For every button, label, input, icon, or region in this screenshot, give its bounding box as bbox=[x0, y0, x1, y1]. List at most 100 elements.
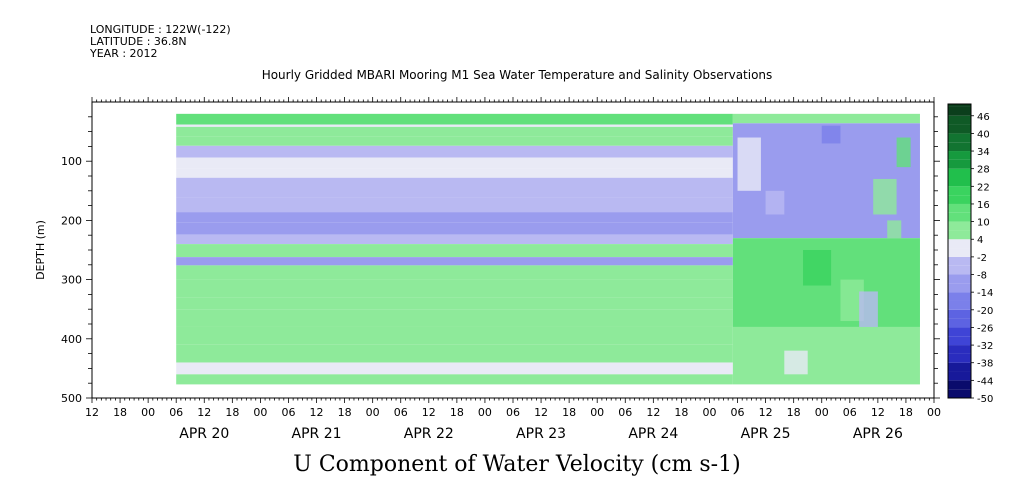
colorbar-cell bbox=[948, 318, 971, 328]
data-band-10 bbox=[176, 222, 733, 235]
colorbar-label: 40 bbox=[977, 129, 990, 140]
colorbar-cell bbox=[948, 104, 971, 107]
colorbar-cell bbox=[948, 151, 971, 160]
colorbar-label: 34 bbox=[977, 147, 990, 158]
colorbar-cell bbox=[948, 142, 971, 152]
late-patch-4 bbox=[859, 291, 878, 327]
data-band-7 bbox=[176, 177, 733, 198]
data-band-19 bbox=[176, 344, 733, 363]
x-date-label: APR 23 bbox=[516, 426, 566, 442]
late-patch-8 bbox=[887, 220, 902, 239]
x-hour-label: 06 bbox=[843, 406, 857, 419]
x-hour-label: 18 bbox=[674, 406, 688, 419]
late-patch-2 bbox=[803, 250, 832, 286]
colorbar-label: -32 bbox=[977, 341, 993, 352]
colorbar-cell bbox=[948, 177, 971, 187]
colorbar-cell bbox=[948, 336, 971, 346]
colorbar-cell bbox=[948, 256, 971, 266]
colorbar-label: -14 bbox=[977, 288, 993, 299]
x-date-label: APR 22 bbox=[404, 426, 454, 442]
colorbar-cell bbox=[948, 274, 971, 284]
colorbar-cell bbox=[948, 380, 971, 390]
x-hour-label: 18 bbox=[225, 406, 239, 419]
data-band-20 bbox=[176, 362, 733, 375]
y-tick-label: 200 bbox=[61, 214, 82, 227]
data-band-21 bbox=[176, 374, 733, 385]
data-band-11 bbox=[176, 234, 733, 245]
x-hour-label: 06 bbox=[618, 406, 632, 419]
data-band-14 bbox=[176, 265, 733, 280]
x-hour-label: 12 bbox=[646, 406, 660, 419]
y-axis-label: DEPTH (m) bbox=[34, 220, 47, 280]
data-band-16 bbox=[176, 297, 733, 310]
x-hour-label: 18 bbox=[113, 406, 127, 419]
data-band-2 bbox=[176, 126, 733, 137]
colorbar-cell bbox=[948, 389, 971, 398]
colorbar-cell bbox=[948, 292, 971, 301]
colorbar-cell bbox=[948, 353, 971, 363]
x-hour-label: 06 bbox=[394, 406, 408, 419]
colorbar-frame bbox=[947, 103, 972, 399]
colorbar-cell bbox=[948, 230, 971, 240]
colorbar-cell bbox=[948, 345, 971, 354]
data-band-17 bbox=[176, 309, 733, 327]
colorbar-cell bbox=[948, 195, 971, 204]
year-label: YEAR : 2012 bbox=[90, 47, 158, 60]
colorbar-cell bbox=[948, 362, 971, 372]
data-band-6 bbox=[176, 168, 733, 178]
longitude-label: LONGITUDE : 122W(-122) bbox=[90, 23, 231, 36]
x-hour-label: 06 bbox=[731, 406, 745, 419]
x-hour-label: 00 bbox=[702, 406, 716, 419]
x-hour-label: 00 bbox=[141, 406, 155, 419]
x-hour-label: 00 bbox=[478, 406, 492, 419]
plot-title: Hourly Gridded MBARI Mooring M1 Sea Wate… bbox=[261, 68, 773, 82]
y-tick-label: 100 bbox=[61, 155, 82, 168]
late-band-3 bbox=[732, 326, 920, 385]
colorbar-label: 10 bbox=[977, 218, 990, 229]
colorbar-cell bbox=[948, 106, 971, 116]
colorbar-label: -44 bbox=[977, 376, 993, 387]
latitude-label: LATITUDE : 36.8N bbox=[90, 35, 187, 48]
x-hour-label: 12 bbox=[197, 406, 211, 419]
x-hour-label: 00 bbox=[590, 406, 604, 419]
colorbar-label: -8 bbox=[977, 271, 987, 282]
colorbar-cell bbox=[948, 300, 971, 310]
x-hour-label: 00 bbox=[366, 406, 380, 419]
colorbar-cell bbox=[948, 239, 971, 249]
x-hour-label: 18 bbox=[562, 406, 576, 419]
colorbar-cell bbox=[948, 203, 971, 213]
late-patch-1 bbox=[765, 190, 785, 215]
colorbar-cell bbox=[948, 159, 971, 169]
data-band-4 bbox=[176, 145, 733, 158]
colorbar-cell bbox=[948, 124, 971, 134]
colorbar-cell bbox=[948, 133, 971, 143]
late-patch-6 bbox=[896, 137, 911, 168]
data-band-18 bbox=[176, 326, 733, 345]
late-patch-0 bbox=[737, 137, 761, 191]
data-band-0 bbox=[176, 113, 733, 125]
x-hour-label: 12 bbox=[534, 406, 548, 419]
x-date-label: APR 24 bbox=[628, 426, 678, 442]
x-hour-label: 06 bbox=[506, 406, 520, 419]
x-date-label: APR 21 bbox=[292, 426, 342, 442]
x-hour-label: 06 bbox=[281, 406, 295, 419]
colorbar-cell bbox=[948, 371, 971, 381]
data-band-1 bbox=[176, 124, 733, 127]
variable-label: U Component of Water Velocity (cm s-1) bbox=[293, 452, 741, 477]
colorbar-cell bbox=[948, 168, 971, 178]
x-hour-label: 18 bbox=[450, 406, 464, 419]
data-band-3 bbox=[176, 136, 733, 146]
x-hour-label: 12 bbox=[422, 406, 436, 419]
colorbar-label: -20 bbox=[977, 306, 993, 317]
y-tick-label: 400 bbox=[61, 333, 82, 346]
late-patch-7 bbox=[784, 350, 808, 375]
x-date-label: APR 20 bbox=[179, 426, 229, 442]
data-band-9 bbox=[176, 212, 733, 223]
colorbar-cell bbox=[948, 265, 971, 275]
colorbar-cell bbox=[948, 212, 971, 222]
x-hour-label: 06 bbox=[169, 406, 183, 419]
colorbar-cell bbox=[948, 115, 971, 125]
x-hour-label: 12 bbox=[310, 406, 324, 419]
